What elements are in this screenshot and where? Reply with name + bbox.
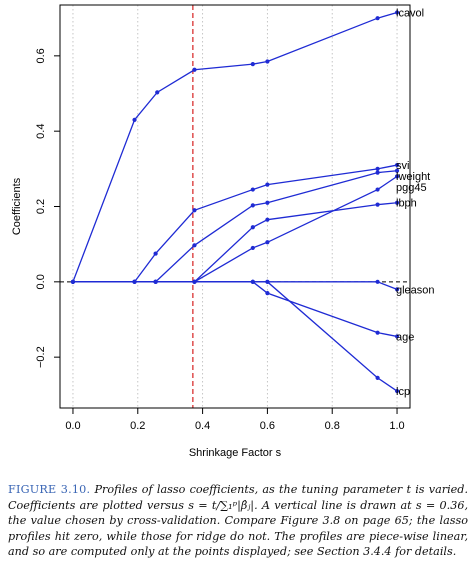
point-lbph-4 bbox=[251, 225, 255, 229]
point-lcp-5 bbox=[265, 280, 269, 284]
series-label-pgg45: pgg45 bbox=[396, 182, 427, 194]
point-lcavol-2 bbox=[155, 90, 159, 94]
point-svi-5 bbox=[265, 183, 269, 187]
point-svi-2 bbox=[154, 251, 158, 255]
y-axis: −0.2 0.0 0.2 0.4 0.6 bbox=[35, 48, 60, 368]
caption-label: FIGURE 3.10. bbox=[8, 483, 90, 496]
point-lweight-4 bbox=[251, 203, 255, 207]
series-line-age bbox=[73, 282, 397, 337]
series-age bbox=[71, 280, 399, 339]
series-line-lbph bbox=[73, 203, 397, 282]
y-tick-label-0: −0.2 bbox=[35, 346, 47, 368]
x-tick-label-0: 0.0 bbox=[65, 420, 80, 432]
series-lbph bbox=[71, 201, 399, 284]
series-line-gleason bbox=[73, 282, 397, 290]
series-lweight bbox=[71, 169, 399, 284]
point-age-5 bbox=[265, 291, 269, 295]
point-lcp-1 bbox=[132, 280, 136, 284]
series-lcavol bbox=[71, 10, 399, 283]
y-tick-label-2: 0.2 bbox=[35, 199, 47, 214]
series-lcp bbox=[71, 280, 399, 393]
point-lcp-3 bbox=[192, 280, 196, 284]
point-svi-6 bbox=[375, 167, 379, 171]
series-line-svi bbox=[73, 165, 397, 282]
series-label-gleason: gleason bbox=[396, 284, 435, 296]
x-tick-label-2: 0.4 bbox=[195, 420, 210, 432]
point-lcavol-3 bbox=[192, 68, 196, 72]
x-axis: 0.0 0.2 0.4 0.6 0.8 1.0 bbox=[65, 408, 404, 432]
point-lcavol-4 bbox=[251, 62, 255, 66]
x-tick-label-3: 0.6 bbox=[260, 420, 275, 432]
coefficient-series bbox=[71, 10, 399, 393]
series-line-pgg45 bbox=[73, 176, 397, 281]
series-pgg45 bbox=[71, 174, 399, 284]
x-tick-label-5: 1.0 bbox=[389, 420, 404, 432]
point-lcp-4 bbox=[251, 280, 255, 284]
point-lcavol-6 bbox=[375, 16, 379, 20]
point-svi-4 bbox=[251, 187, 255, 191]
point-pgg45-6 bbox=[375, 187, 379, 191]
x-tick-label-4: 0.8 bbox=[325, 420, 340, 432]
point-lweight-5 bbox=[265, 201, 269, 205]
point-svi-3 bbox=[192, 208, 196, 212]
point-lbph-5 bbox=[265, 218, 269, 222]
point-lcavol-1 bbox=[132, 118, 136, 122]
series-label-lcp: lcp bbox=[396, 386, 410, 398]
y-tick-label-3: 0.4 bbox=[35, 124, 47, 139]
point-lweight-3 bbox=[192, 243, 196, 247]
y-axis-label: Coefficients bbox=[11, 177, 23, 235]
x-axis-label: Shrinkage Factor s bbox=[189, 447, 282, 459]
series-line-lcp bbox=[73, 282, 397, 391]
y-tick-label-4: 0.6 bbox=[35, 48, 47, 63]
series-line-lcavol bbox=[73, 13, 397, 282]
point-lbph-6 bbox=[375, 203, 379, 207]
point-lcp-2 bbox=[154, 280, 158, 284]
y-tick-label-1: 0.0 bbox=[35, 274, 47, 289]
series-line-lweight bbox=[73, 171, 397, 282]
series-label-age: age bbox=[396, 331, 414, 343]
point-lweight-6 bbox=[375, 171, 379, 175]
point-lcp-0 bbox=[71, 280, 75, 284]
point-pgg45-5 bbox=[265, 240, 269, 244]
point-pgg45-4 bbox=[251, 246, 255, 250]
point-lcavol-5 bbox=[265, 59, 269, 63]
series-label-lbph: lbph bbox=[396, 198, 417, 210]
x-tick-label-1: 0.2 bbox=[130, 420, 145, 432]
point-age-6 bbox=[375, 331, 379, 335]
series-svi bbox=[71, 163, 399, 284]
point-gleason-6 bbox=[375, 280, 379, 284]
point-lcp-6 bbox=[375, 376, 379, 380]
figure-caption: FIGURE 3.10. Profiles of lasso coefficie… bbox=[8, 482, 468, 560]
